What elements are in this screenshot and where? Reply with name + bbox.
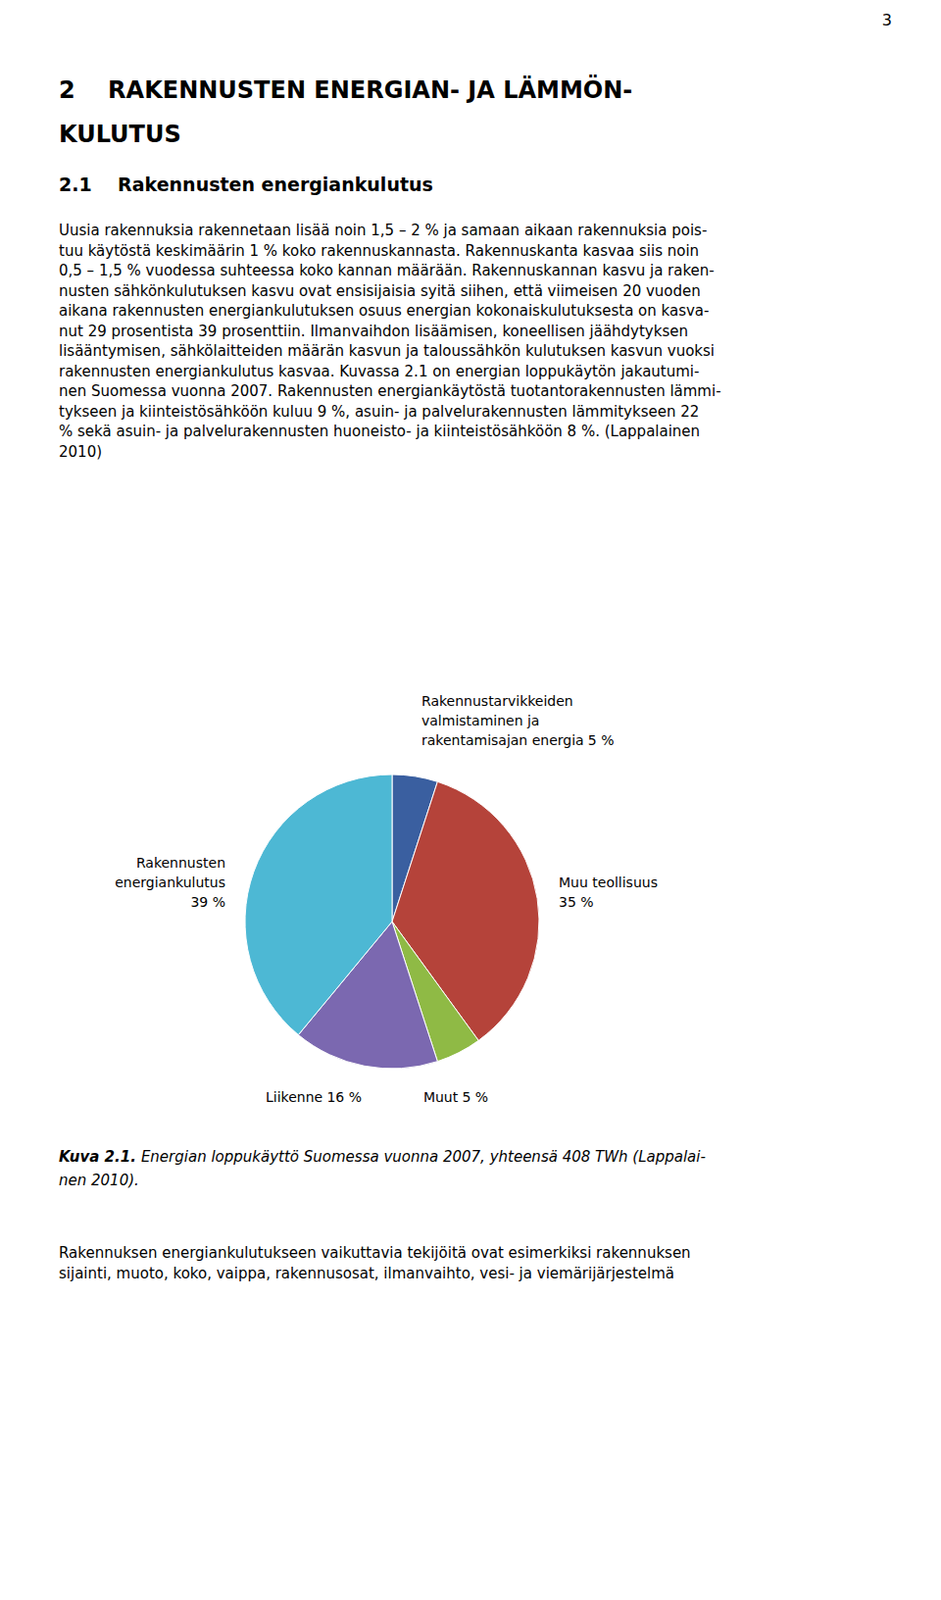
body-text: Uusia rakennuksia rakennetaan lisää noin…	[58, 221, 707, 240]
slice-label: Rakennusten energiankulutus 39 %	[114, 854, 226, 910]
body-text: nusten sähkönkulutuksen kasvu ovat ensis…	[58, 282, 701, 300]
body-text: Rakennuksen energiankulutukseen vaikutta…	[58, 1243, 692, 1262]
caption: nen 2010).	[58, 1171, 140, 1189]
pie	[245, 774, 540, 1069]
body-text: rakennusten energiankulutus kasvaa. Kuva…	[58, 362, 699, 381]
page-number: 3	[882, 10, 892, 30]
caption-label: Kuva 2.1.	[58, 1147, 137, 1166]
chapter-title: KULUTUS	[58, 120, 182, 149]
slice-label: Muu teollisuus 35 %	[558, 874, 658, 910]
body-text: sijainti, muoto, koko, vaippa, rakennuso…	[58, 1264, 675, 1283]
data-label: 16 %	[326, 1089, 362, 1105]
body-text: aikana rakennusten energiankulutuksen os…	[58, 301, 709, 320]
slice-label: Muut5 %	[423, 1089, 489, 1105]
data-label: 5 %	[461, 1089, 489, 1105]
data-label: 35 %	[558, 893, 595, 910]
body-text: tykseen ja kiinteistösähköön kuluu 9 %, …	[58, 402, 699, 421]
body-text: nut 29 prosentista 39 prosenttiin. Ilman…	[58, 322, 689, 341]
pie-slice	[245, 774, 393, 1036]
slice-label: Liikenne16 %	[265, 1089, 362, 1105]
slice-name: energiankulutus	[114, 874, 226, 891]
slice-name: Muu teollisuus	[558, 874, 658, 891]
body-text: lisääntymisen, sähkölaitteiden määrän ka…	[58, 342, 715, 360]
page: 3 2 RAKENNUSTEN ENERGIAN- JA LÄMMÖN- KULUT…	[0, 0, 941, 1600]
section-title: 2.1 Rakennusten energiankulutus	[58, 173, 434, 196]
slice-name: Liikenne	[265, 1089, 323, 1105]
caption: Energian loppukäyttö Suomessa vuonna 200…	[141, 1147, 706, 1166]
slice-name: Muut	[423, 1089, 459, 1105]
body-text: 2010)	[58, 443, 102, 461]
slice-name: Rakennustarvikkeiden	[421, 693, 574, 709]
slice-name: Rakennusten	[136, 854, 226, 871]
body-text: % sekä asuin- ja palvelurakennusten huon…	[58, 422, 700, 441]
slice-label: Rakennustarvikkeiden valmistaminen ja rake…	[421, 693, 615, 748]
chapter-title: 2 RAKENNUSTEN ENERGIAN- JA LÄMMÖN-	[58, 74, 633, 104]
data-label: 5 %	[588, 732, 615, 748]
body-text: tuu käytöstä keskimäärin 1 % koko rakenn…	[58, 242, 699, 260]
slice-name: rakentamisajan energia	[421, 732, 585, 748]
data-label: 39 %	[190, 893, 226, 910]
slice-name: valmistaminen ja	[421, 712, 540, 729]
body-text: nen Suomessa vuonna 2007. Rakennusten en…	[58, 382, 722, 400]
body-text: 0,5 – 1,5 % vuodessa suhteessa koko kann…	[58, 261, 715, 280]
